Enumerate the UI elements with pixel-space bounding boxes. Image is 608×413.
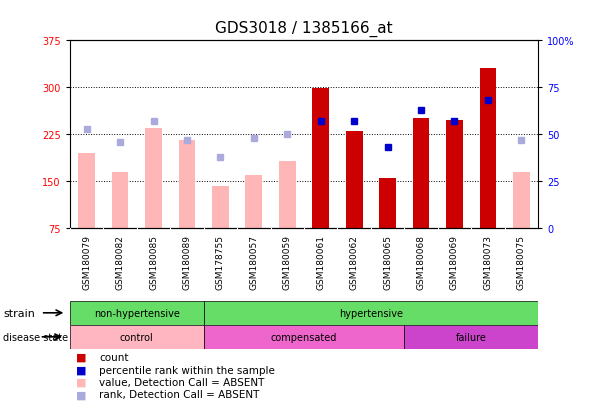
Text: ■: ■ [76, 365, 86, 375]
Text: ■: ■ [76, 389, 86, 399]
Bar [204, 301, 538, 325]
Text: GSM180061: GSM180061 [316, 235, 325, 290]
Text: GSM180075: GSM180075 [517, 235, 526, 290]
Text: GSM180073: GSM180073 [483, 235, 492, 290]
Text: GSM180069: GSM180069 [450, 235, 459, 290]
Text: failure: failure [456, 332, 486, 342]
Text: GSM180062: GSM180062 [350, 235, 359, 290]
Bar [179, 141, 195, 229]
Bar [313, 89, 329, 229]
Text: GDS3018 / 1385166_at: GDS3018 / 1385166_at [215, 21, 393, 37]
Bar [145, 128, 162, 229]
Bar [480, 69, 496, 229]
Text: count: count [99, 352, 129, 362]
Bar [212, 186, 229, 229]
Text: compensated: compensated [271, 332, 337, 342]
Text: GSM180082: GSM180082 [116, 235, 125, 290]
Bar [70, 301, 204, 325]
Text: non-hypertensive: non-hypertensive [94, 308, 180, 318]
Text: GSM180079: GSM180079 [82, 235, 91, 290]
Text: percentile rank within the sample: percentile rank within the sample [99, 365, 275, 375]
Text: GSM180089: GSM180089 [182, 235, 192, 290]
Bar [112, 173, 128, 229]
Text: GSM180068: GSM180068 [416, 235, 426, 290]
Text: GSM180059: GSM180059 [283, 235, 292, 290]
Bar [246, 176, 262, 229]
Bar [346, 132, 362, 229]
Text: value, Detection Call = ABSENT: value, Detection Call = ABSENT [99, 377, 264, 387]
Text: rank, Detection Call = ABSENT: rank, Detection Call = ABSENT [99, 389, 260, 399]
Text: strain: strain [3, 308, 35, 318]
Bar [513, 173, 530, 229]
Bar [279, 161, 295, 229]
Text: disease state: disease state [3, 332, 68, 342]
Text: GSM180085: GSM180085 [149, 235, 158, 290]
Text: GSM178755: GSM178755 [216, 235, 225, 290]
Text: ■: ■ [76, 377, 86, 387]
Bar [413, 119, 429, 229]
Bar [404, 325, 538, 349]
Text: control: control [120, 332, 154, 342]
Text: ■: ■ [76, 352, 86, 362]
Bar [446, 121, 463, 229]
Text: GSM180065: GSM180065 [383, 235, 392, 290]
Bar [204, 325, 404, 349]
Bar [379, 179, 396, 229]
Text: GSM180057: GSM180057 [249, 235, 258, 290]
Text: hypertensive: hypertensive [339, 308, 403, 318]
Bar [78, 154, 95, 229]
Bar [70, 325, 204, 349]
